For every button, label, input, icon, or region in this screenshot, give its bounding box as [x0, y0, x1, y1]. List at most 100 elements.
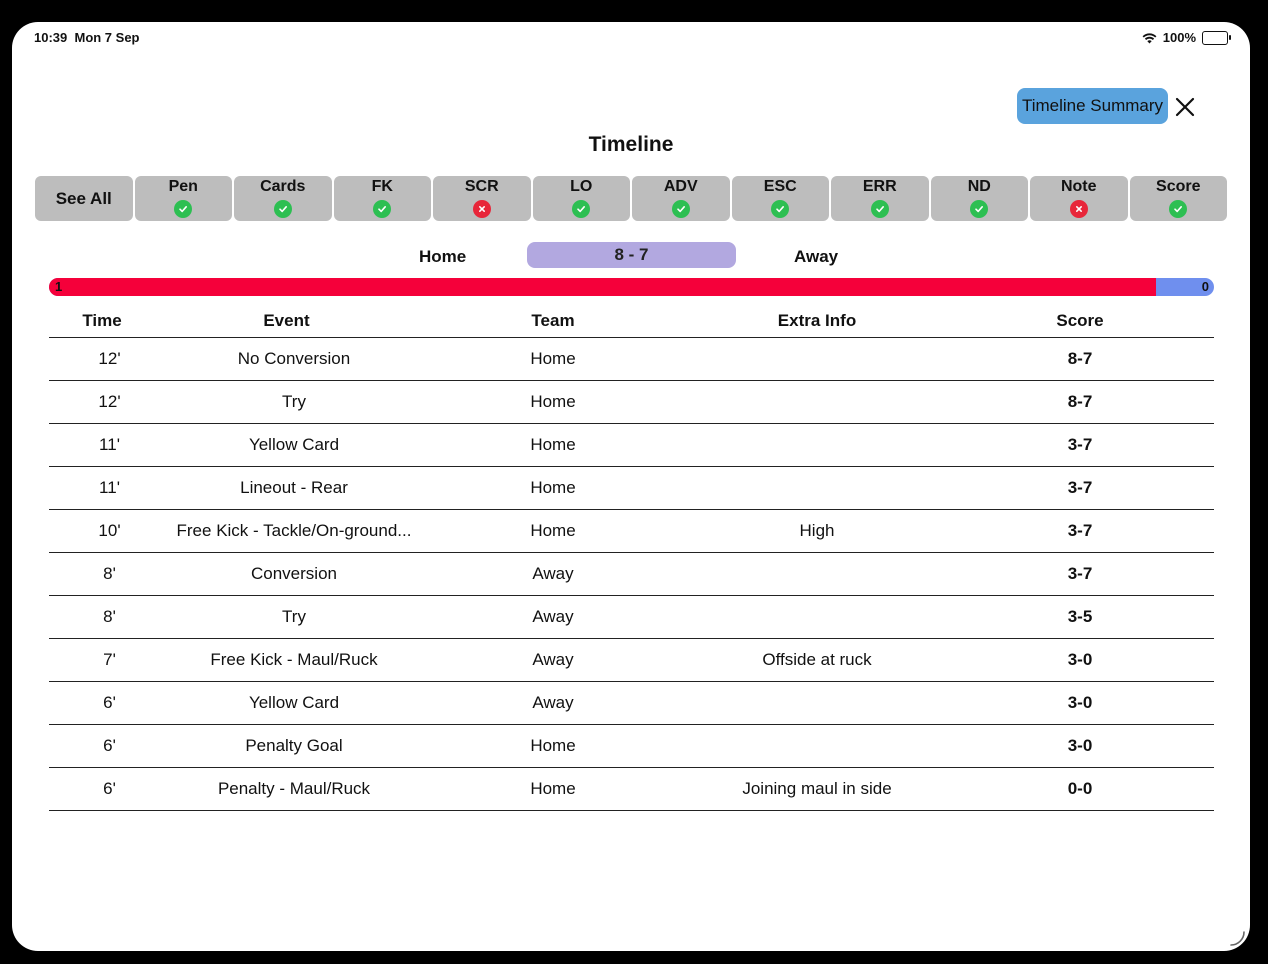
filter-note-button[interactable]: Note	[1030, 176, 1128, 221]
cell-score: 3-7	[1067, 478, 1093, 497]
cell-event: Try	[282, 392, 306, 411]
status-right: 100%	[1142, 30, 1231, 45]
filter-score-button[interactable]: Score	[1129, 176, 1227, 221]
cell-time: 11'	[99, 435, 120, 454]
cell-time: 7'	[103, 650, 116, 669]
cell-score: 3-5	[1067, 607, 1093, 626]
cell-score: 0-0	[1067, 779, 1093, 798]
filter-err-button[interactable]: ERR	[831, 176, 929, 221]
filter-label: ERR	[862, 178, 897, 195]
filter-bar: See All Pen Cards FK SCR LO ADV ESC ERR ND Note Sco…	[35, 176, 1227, 221]
momentum-home-value: 1	[55, 279, 63, 294]
cell-event: Try	[282, 607, 306, 626]
filter-label: ESC	[763, 178, 797, 195]
cell-score: 3-7	[1067, 435, 1093, 454]
checkmark-icon	[572, 200, 591, 218]
filter-label: Cards	[260, 178, 306, 195]
filter-see-all-button[interactable]: See All	[35, 176, 133, 221]
table-row[interactable]: 11' Yellow Card Home 3-7	[49, 424, 1214, 467]
filter-adv-button[interactable]: ADV	[632, 176, 730, 221]
cell-team: Home	[530, 779, 576, 798]
filter-label: SCR	[464, 178, 499, 195]
cell-team: Home	[530, 521, 576, 540]
x-mark-icon	[1069, 200, 1088, 218]
momentum-home-fill	[49, 278, 1156, 296]
filter-label: Score	[1156, 178, 1201, 195]
table-row[interactable]: 11' Lineout - Rear Home 3-7	[49, 467, 1214, 510]
cell-time: 12'	[98, 349, 121, 368]
table-header: Time Event Team Extra Info Score	[49, 305, 1214, 338]
page-title: Timeline	[588, 133, 674, 156]
timeline-summary-button[interactable]: Timeline Summary	[1017, 88, 1168, 124]
cell-extra-info: High	[799, 521, 835, 540]
checkmark-icon	[970, 200, 989, 218]
checkmark-icon	[273, 200, 292, 218]
cell-event: Free Kick - Tackle/On-ground...	[176, 521, 412, 540]
checkmark-icon	[771, 200, 790, 218]
battery-icon	[1202, 30, 1231, 45]
cell-score: 8-7	[1067, 349, 1093, 368]
filter-label: Pen	[168, 178, 198, 195]
header-score: Score	[1056, 311, 1104, 330]
table-row[interactable]: 12' Try Home 8-7	[49, 381, 1214, 424]
table-row[interactable]: 12' No Conversion Home 8-7	[49, 338, 1214, 381]
table-row[interactable]: 7' Free Kick - Maul/Ruck Away Offside at ru…	[49, 639, 1214, 682]
app-screen: 10:39 Mon 7 Sep 100% Timeline Summary Ti…	[12, 22, 1250, 951]
cell-time: 6'	[103, 736, 116, 755]
header-extra-info: Extra Info	[777, 311, 857, 330]
checkmark-icon	[671, 200, 690, 218]
cell-team: Home	[530, 478, 576, 497]
table-row[interactable]: 8' Try Away 3-5	[49, 596, 1214, 639]
resize-handle-icon	[1230, 931, 1245, 946]
status-bar: 10:39 Mon 7 Sep 100%	[12, 22, 1250, 52]
cell-score: 3-0	[1067, 650, 1093, 669]
filter-label: FK	[371, 178, 393, 195]
table-row[interactable]: 10' Free Kick - Tackle/On-ground... Home Hi…	[49, 510, 1214, 553]
momentum-bar: 1 0	[49, 278, 1214, 296]
cell-team: Home	[530, 736, 576, 755]
table-row[interactable]: 6' Penalty - Maul/Ruck Home Joining maul in…	[49, 768, 1214, 811]
header-team: Team	[531, 311, 575, 330]
x-mark-icon	[472, 200, 491, 218]
filter-label: LO	[570, 178, 593, 195]
table-row[interactable]: 6' Penalty Goal Home 3-0	[49, 725, 1214, 768]
status-clock: 10:39	[34, 30, 68, 45]
cell-event: Lineout - Rear	[240, 478, 348, 497]
cell-score: 3-0	[1067, 736, 1093, 755]
table-row[interactable]: 6' Yellow Card Away 3-0	[49, 682, 1214, 725]
cell-event: No Conversion	[237, 349, 351, 368]
status-date: Mon 7 Sep	[74, 30, 140, 45]
cell-event: Yellow Card	[248, 693, 340, 712]
momentum-away-value: 0	[1201, 279, 1209, 294]
filter-cards-button[interactable]: Cards	[234, 176, 332, 221]
checkmark-icon	[174, 200, 193, 218]
table-row[interactable]: 8' Conversion Away 3-7	[49, 553, 1214, 596]
cell-score: 3-7	[1067, 521, 1093, 540]
filter-scr-button[interactable]: SCR	[433, 176, 531, 221]
cell-team: Away	[532, 693, 574, 712]
filter-label: Note	[1060, 178, 1097, 195]
filter-nd-button[interactable]: ND	[930, 176, 1028, 221]
filter-esc-button[interactable]: ESC	[731, 176, 829, 221]
filter-lo-button[interactable]: LO	[532, 176, 630, 221]
wifi-icon	[1142, 32, 1157, 43]
cell-event: Penalty Goal	[245, 736, 343, 755]
cell-extra-info: Joining maul in side	[742, 779, 892, 798]
filter-label: ND	[967, 178, 991, 195]
cell-team: Away	[532, 564, 574, 583]
checkmark-icon	[373, 200, 392, 218]
cell-score: 3-0	[1067, 693, 1093, 712]
status-time: 10:39 Mon 7 Sep	[34, 30, 140, 45]
cell-score: 3-7	[1067, 564, 1093, 583]
cell-event: Free Kick - Maul/Ruck	[210, 650, 378, 669]
cell-event: Yellow Card	[248, 435, 340, 454]
cell-time: 8'	[103, 607, 116, 626]
filter-fk-button[interactable]: FK	[333, 176, 431, 221]
filter-pen-button[interactable]: Pen	[134, 176, 232, 221]
checkmark-icon	[870, 200, 889, 218]
cell-time: 11'	[99, 478, 120, 497]
score-pill: 8 - 7	[527, 242, 736, 268]
close-icon[interactable]	[1170, 92, 1200, 122]
home-team-label: Home	[419, 247, 467, 266]
scoreboard: Home 8 - 7 Away	[12, 242, 1250, 270]
